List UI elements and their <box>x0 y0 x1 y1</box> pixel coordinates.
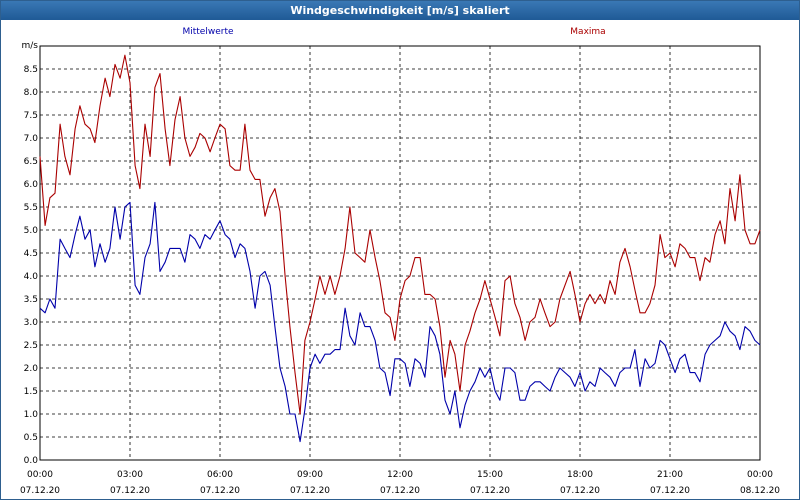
x-tick-date: 07.12.20 <box>380 486 420 496</box>
x-tick-time: 09:00 <box>297 470 323 480</box>
y-tick-label: 7.5 <box>24 111 38 121</box>
series-lines <box>39 54 761 443</box>
y-tick-label: 1.5 <box>24 387 38 397</box>
series-line-mittelwerte <box>39 201 761 443</box>
y-tick-label: 3.5 <box>24 295 38 305</box>
legend-mittelwerte: Mittelwerte <box>182 27 233 37</box>
y-tick-labels: 0.0 0.5 1.0 1.5 2.0 2.5 3.0 3.5 4.0 4.5 5.0 5.5 6.0 6… <box>24 65 39 466</box>
x-tick-date: 07.12.20 <box>470 486 510 496</box>
x-tick-time: 12:00 <box>387 470 413 480</box>
x-tick-labels: 00:00 07.12.20 03:00 07.12.20 06:00 07.12.20 0… <box>20 470 780 496</box>
x-tick-time: 18:00 <box>567 470 593 480</box>
x-tick-time: 06:00 <box>207 470 233 480</box>
x-tick-date: 07.12.20 <box>110 486 150 496</box>
y-tick-label: 6.0 <box>24 180 39 190</box>
y-tick-label: 8.5 <box>24 65 38 75</box>
y-tick-label: 4.0 <box>24 272 39 282</box>
y-tick-label: 1.0 <box>24 410 39 420</box>
y-tick-label: 2.0 <box>24 364 39 374</box>
y-tick-label: 5.0 <box>24 226 39 236</box>
legend-maxima: Maxima <box>570 27 605 37</box>
x-tick-date: 07.12.20 <box>560 486 600 496</box>
y-tick-label: 5.5 <box>24 203 38 213</box>
x-tick-time: 00:00 <box>27 470 53 480</box>
x-tick-date: 07.12.20 <box>650 486 690 496</box>
x-tick-date: 07.12.20 <box>200 486 240 496</box>
window-title: Windgeschwindigkeit [m/s] skaliert <box>1 1 799 20</box>
y-tick-label: 0.5 <box>24 433 38 443</box>
series-line-maxima <box>39 54 761 415</box>
gridlines <box>40 46 760 460</box>
x-tick-time: 00:00 <box>747 470 773 480</box>
y-tick-label: 8.0 <box>24 88 39 98</box>
x-tick-time: 21:00 <box>657 470 683 480</box>
y-tick-label: 4.5 <box>24 249 38 259</box>
y-tick-label: 3.0 <box>24 318 39 328</box>
x-tick-date: 08.12.20 <box>740 486 780 496</box>
y-tick-label: 0.0 <box>24 456 39 466</box>
y-tick-label: 2.5 <box>24 341 38 351</box>
x-tick-time: 15:00 <box>477 470 503 480</box>
x-tick-date: 07.12.20 <box>20 486 60 496</box>
x-tick-date: 07.12.20 <box>290 486 330 496</box>
y-axis-unit: m/s <box>22 41 39 51</box>
y-tick-label: 6.5 <box>24 157 38 167</box>
x-tick-time: 03:00 <box>117 470 143 480</box>
y-tick-label: 7.0 <box>24 134 39 144</box>
